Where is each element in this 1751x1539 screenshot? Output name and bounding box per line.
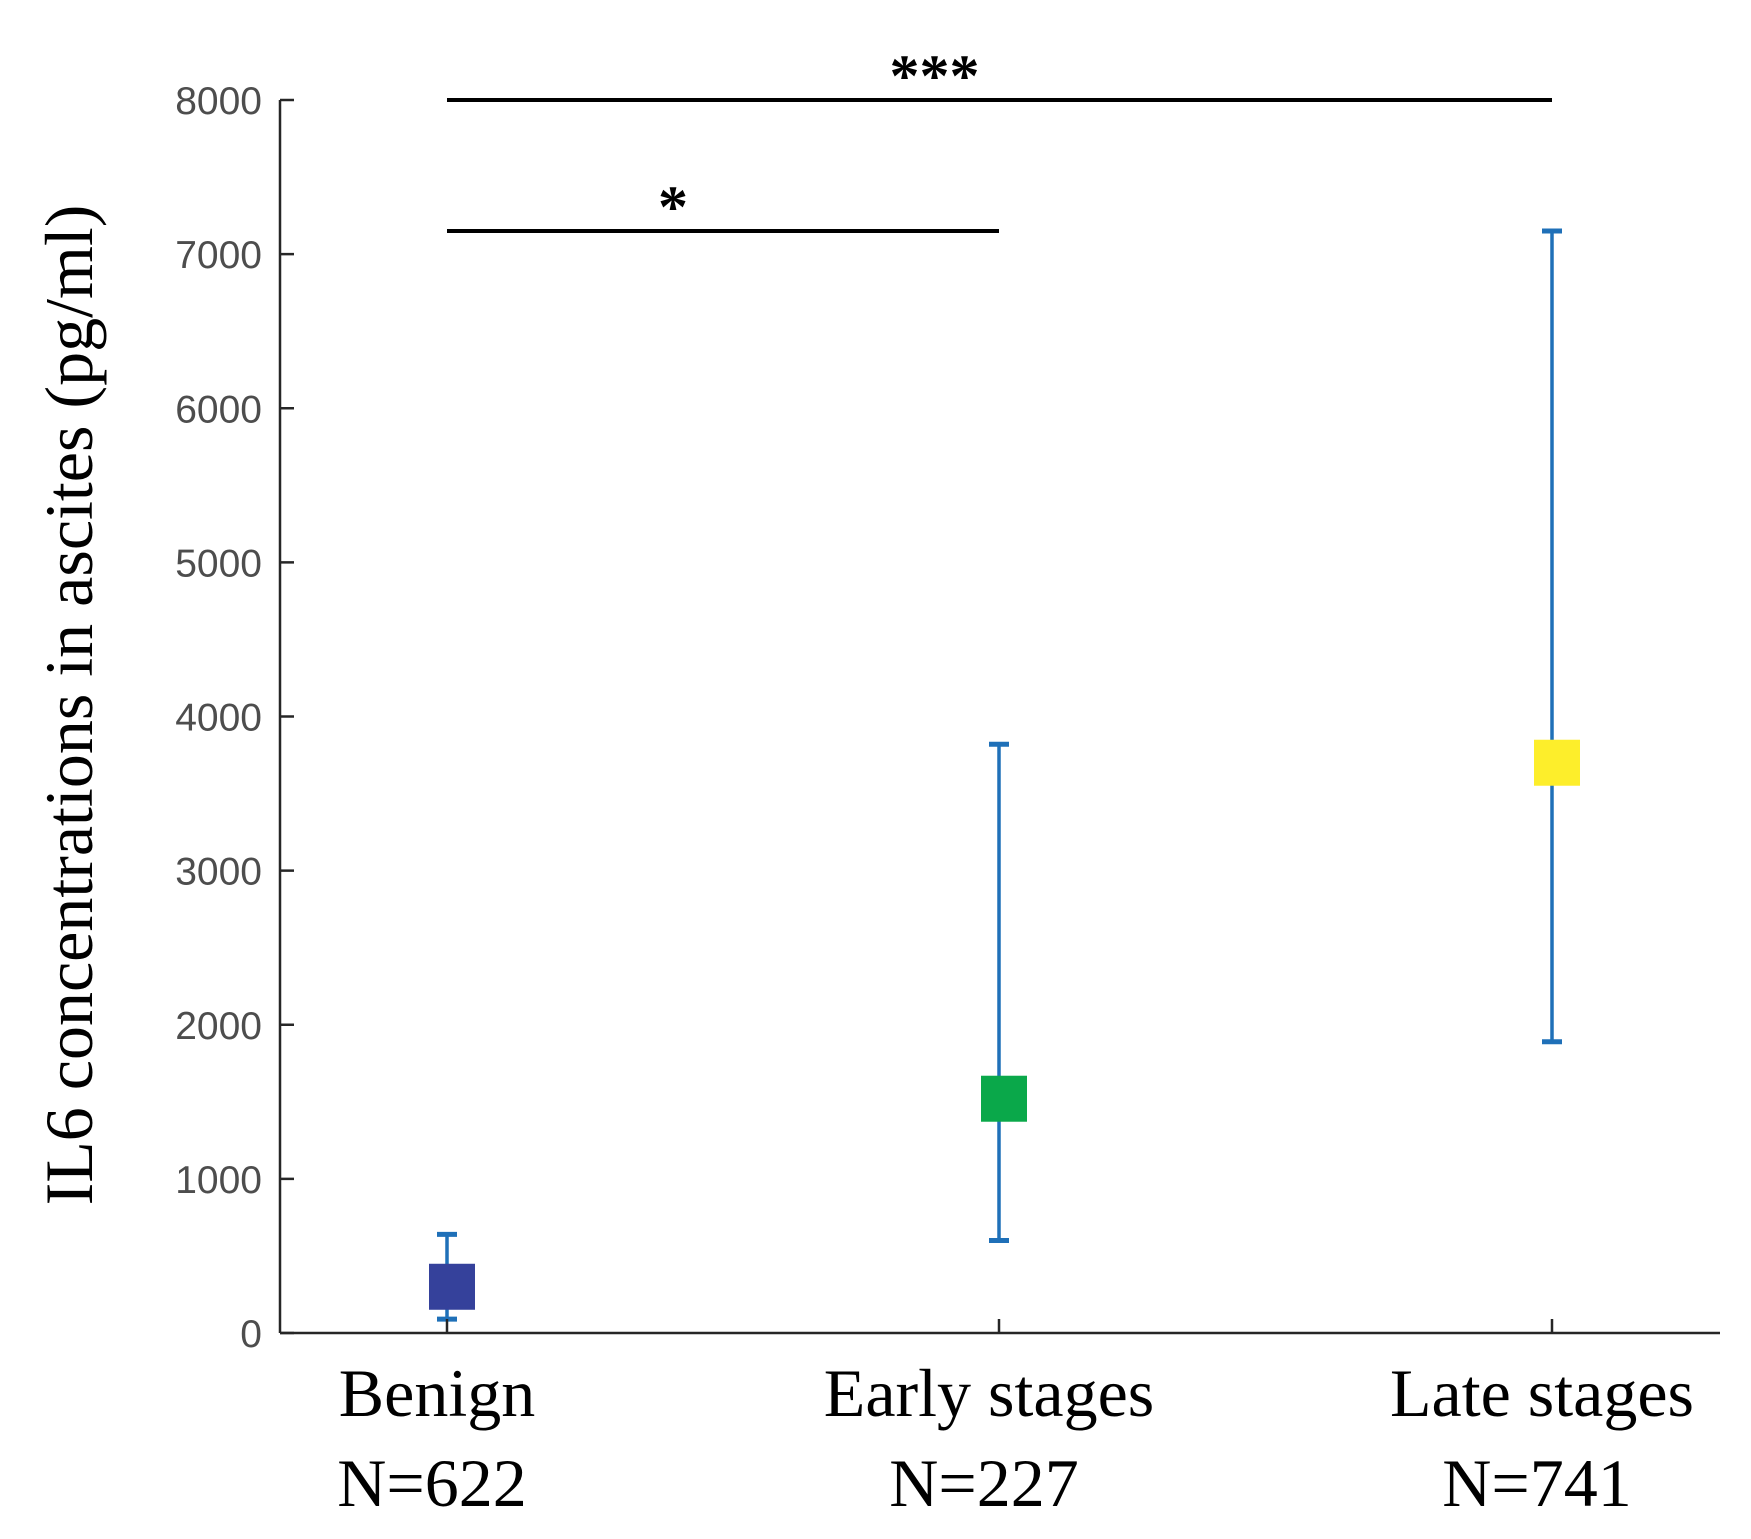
y-tick-label: 1000 bbox=[175, 1159, 262, 1202]
significance-label: * bbox=[658, 174, 688, 240]
y-tick-label: 6000 bbox=[175, 388, 262, 431]
y-tick-label: 3000 bbox=[175, 851, 262, 894]
significance-brackets: **** bbox=[447, 43, 1552, 240]
y-tick-label: 4000 bbox=[175, 697, 262, 740]
significance-label: *** bbox=[890, 43, 980, 109]
y-tick-label: 5000 bbox=[175, 542, 262, 585]
markers bbox=[429, 739, 1580, 1310]
x-category-n-label: N=622 bbox=[337, 1445, 526, 1521]
y-tick-label: 8000 bbox=[175, 80, 262, 123]
data-point-marker bbox=[981, 1075, 1027, 1122]
x-category-label: Early stages bbox=[824, 1355, 1154, 1431]
x-category-label: Benign bbox=[339, 1355, 535, 1431]
data-point-marker bbox=[429, 1263, 475, 1310]
y-ticks: 0 1000 2000 3000 4000 5000 6000 7000 8000 bbox=[175, 80, 294, 1356]
x-category-n-label: N=227 bbox=[889, 1445, 1078, 1521]
data-point-marker bbox=[1534, 739, 1580, 786]
x-labels: Benign N=622 Early stages N=227 Late stages N… bbox=[337, 1319, 1694, 1521]
error-bars bbox=[437, 228, 1562, 1322]
x-category-n-label: N=741 bbox=[1442, 1445, 1631, 1521]
y-tick-label: 2000 bbox=[175, 1005, 262, 1048]
y-tick-label: 0 bbox=[240, 1313, 262, 1356]
y-tick-label: 7000 bbox=[175, 234, 262, 277]
y-axis-label: IL6 concentrations in ascites (pg/ml) bbox=[31, 205, 107, 1206]
x-category-label: Late stages bbox=[1390, 1355, 1694, 1431]
